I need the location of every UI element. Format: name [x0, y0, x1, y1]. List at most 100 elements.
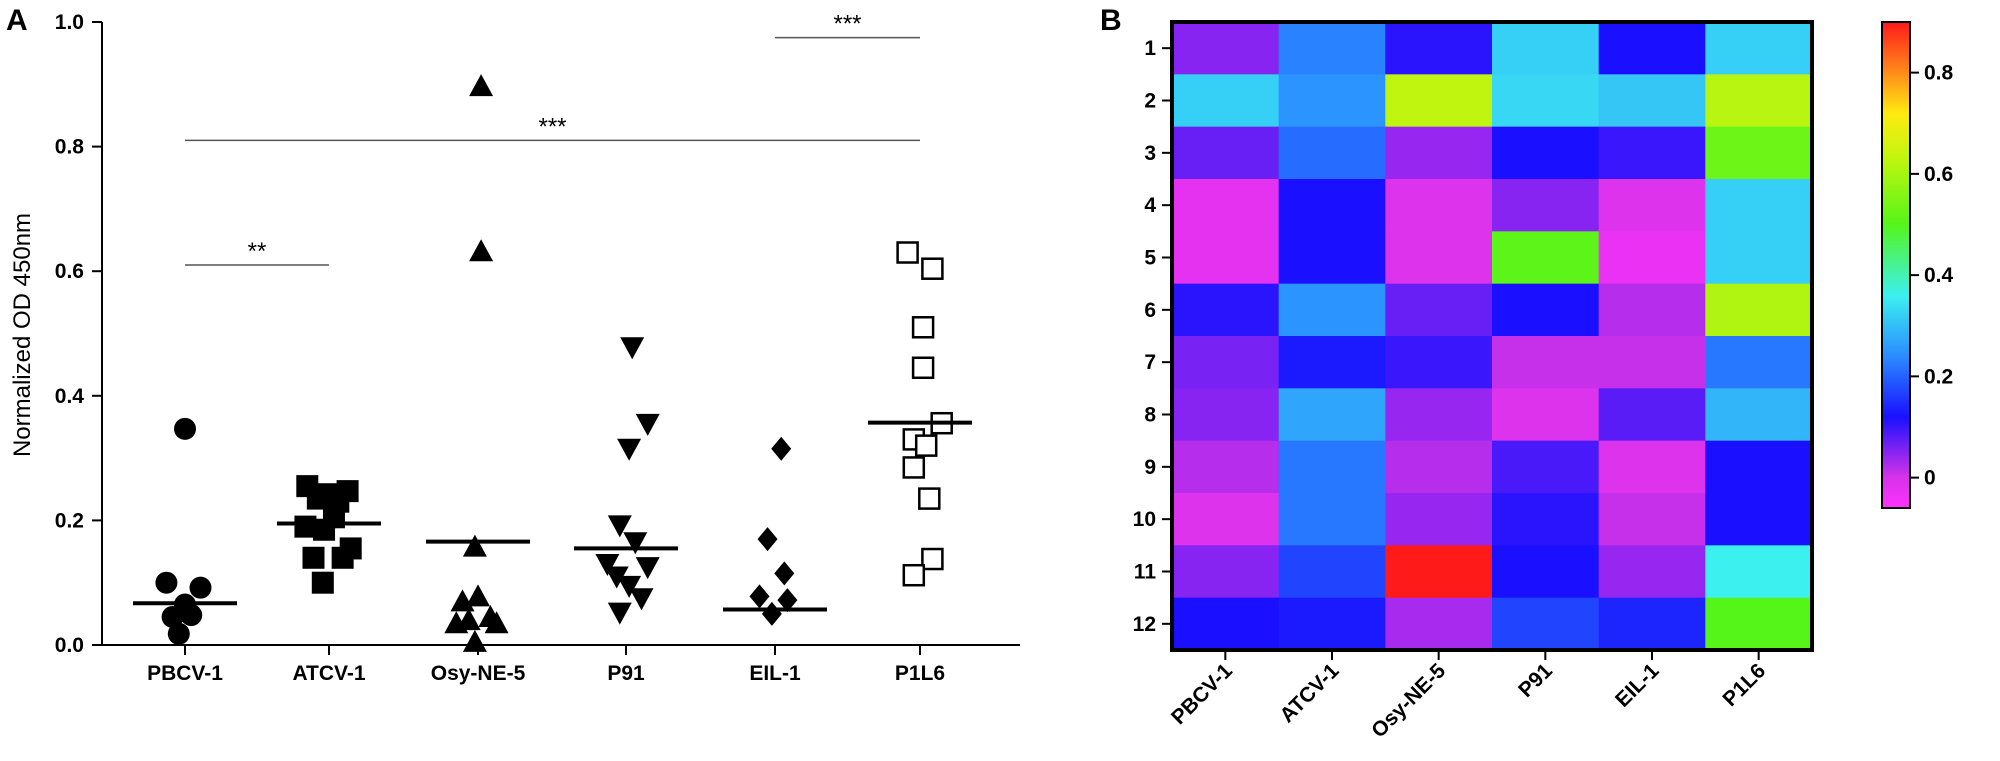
point-diamond — [774, 561, 795, 586]
point-open-square — [914, 434, 938, 457]
heatmap-cell — [1278, 231, 1386, 285]
x-category-label: Osy-NE-5 — [431, 662, 526, 685]
point-triangle-down — [617, 438, 642, 461]
heatmap-cell — [1705, 74, 1813, 128]
colorbar-tick-label: 0.2 — [1924, 365, 1953, 388]
heatmap-cell — [1492, 336, 1600, 389]
heatmap-cell — [1172, 597, 1280, 651]
heatmap-cell — [1492, 597, 1600, 651]
heatmap-cell — [1598, 336, 1706, 389]
column-label: PBCV-1 — [1167, 659, 1237, 729]
heatmap-cell — [1172, 179, 1280, 232]
panel-a-letter: A — [6, 4, 28, 37]
point-open-square — [902, 456, 926, 479]
heatmap-cell — [1385, 126, 1493, 180]
heatmap-cell — [1278, 336, 1386, 389]
heatmap-cell — [1492, 440, 1600, 494]
heatmap-cell — [1172, 126, 1280, 180]
colorbar: 0 0.2 0.4 0.6 0.8 — [1881, 21, 1954, 509]
heatmap-cell — [1705, 336, 1813, 389]
row-label: 6 — [1144, 299, 1156, 322]
heatmap-cell — [1705, 597, 1813, 651]
row-label: 12 — [1133, 613, 1156, 636]
heatmap-cell — [1385, 231, 1493, 285]
heatmap-cells — [1172, 22, 1813, 651]
y-tick-label: 1.0 — [55, 11, 84, 34]
heatmap-cell — [1492, 74, 1600, 128]
point-triangle-down — [617, 575, 642, 598]
colorbar-tick-label: 0.6 — [1924, 163, 1953, 186]
heatmap-cell — [1385, 22, 1493, 75]
point-triangle-up — [444, 611, 469, 634]
y-ticks: 0.0 0.2 0.4 0.6 0.8 1.0 — [55, 11, 102, 657]
significance-annotations: ******** — [185, 11, 920, 266]
row-label: 3 — [1144, 142, 1156, 165]
row-label: 1 — [1144, 37, 1156, 60]
heatmap-cell — [1278, 545, 1386, 599]
heatmap-cell — [1172, 440, 1280, 494]
column-label: Osy-NE-5 — [1367, 659, 1450, 742]
heatmap-cell — [1278, 126, 1386, 180]
y-tick-label: 0.2 — [55, 509, 84, 532]
heatmap-cell — [1278, 388, 1386, 442]
significance-label: *** — [833, 11, 861, 38]
heatmap-cell — [1385, 179, 1493, 232]
x-categories: PBCV-1 ATCV-1 Osy-NE-5 P91 EIL-1 P1L6 — [147, 645, 945, 685]
point-triangle-down — [623, 532, 648, 555]
heatmap-cell — [1598, 179, 1706, 232]
colorbar-tick-label: 0 — [1924, 467, 1936, 490]
point-circle — [189, 576, 212, 599]
point-circle — [174, 417, 196, 440]
heatmap-cell — [1492, 283, 1600, 337]
heatmap-cell — [1598, 388, 1706, 442]
heatmap-cell — [1385, 440, 1493, 494]
heatmap-cell — [1385, 493, 1493, 546]
heatmap-cell — [1705, 493, 1813, 546]
y-tick-label: 0.0 — [55, 634, 84, 657]
point-square — [294, 515, 317, 538]
point-triangle-down — [635, 413, 660, 436]
heatmap-cell — [1172, 283, 1280, 337]
heatmap-cell — [1385, 283, 1493, 337]
point-circle — [161, 605, 184, 628]
heatmap-cell — [1278, 179, 1386, 232]
row-label: 4 — [1144, 194, 1156, 217]
point-triangle-down — [635, 557, 660, 580]
significance-label: *** — [538, 113, 566, 140]
column-label: EIL-1 — [1611, 659, 1664, 712]
heatmap-cell — [1598, 440, 1706, 494]
x-category-label: P1L6 — [895, 662, 945, 685]
point-open-square — [911, 316, 935, 339]
y-tick-label: 0.4 — [55, 385, 85, 408]
heatmap-cell — [1172, 493, 1280, 546]
heatmap-cell — [1385, 597, 1493, 651]
heatmap-cell — [1598, 283, 1706, 337]
heatmap-cell — [1598, 597, 1706, 651]
heatmap-cell — [1705, 179, 1813, 232]
heatmap-cell — [1385, 74, 1493, 128]
colorbar-tick-label: 0.4 — [1924, 264, 1954, 287]
heatmap-cell — [1705, 440, 1813, 494]
point-diamond — [757, 527, 778, 552]
heatmap-cell — [1492, 388, 1600, 442]
scatter-panel: Normalized OD 450nm 0.0 0.2 0.4 0.6 0.8 1.0 P… — [9, 11, 1020, 685]
row-label: 9 — [1144, 456, 1156, 479]
heatmap-cell — [1385, 545, 1493, 599]
panel-b-letter: B — [1100, 4, 1122, 37]
y-axis-label: Normalized OD 450nm — [9, 213, 36, 457]
point-triangle-down — [629, 588, 654, 611]
point-triangle-up — [469, 239, 494, 262]
point-circle — [180, 604, 203, 627]
heatmap-cell — [1278, 22, 1386, 75]
heatmap-cell — [1278, 493, 1386, 546]
heatmap-cell — [1598, 74, 1706, 128]
point-open-square — [896, 241, 919, 264]
heatmap-cell — [1492, 545, 1600, 599]
column-labels: PBCV-1 ATCV-1 Osy-NE-5 P91 EIL-1 P1L6 — [1167, 650, 1770, 742]
heatmap-cell — [1598, 545, 1706, 599]
point-triangle-down — [607, 602, 632, 625]
heatmap-cell — [1172, 22, 1280, 75]
point-circle — [155, 571, 178, 594]
